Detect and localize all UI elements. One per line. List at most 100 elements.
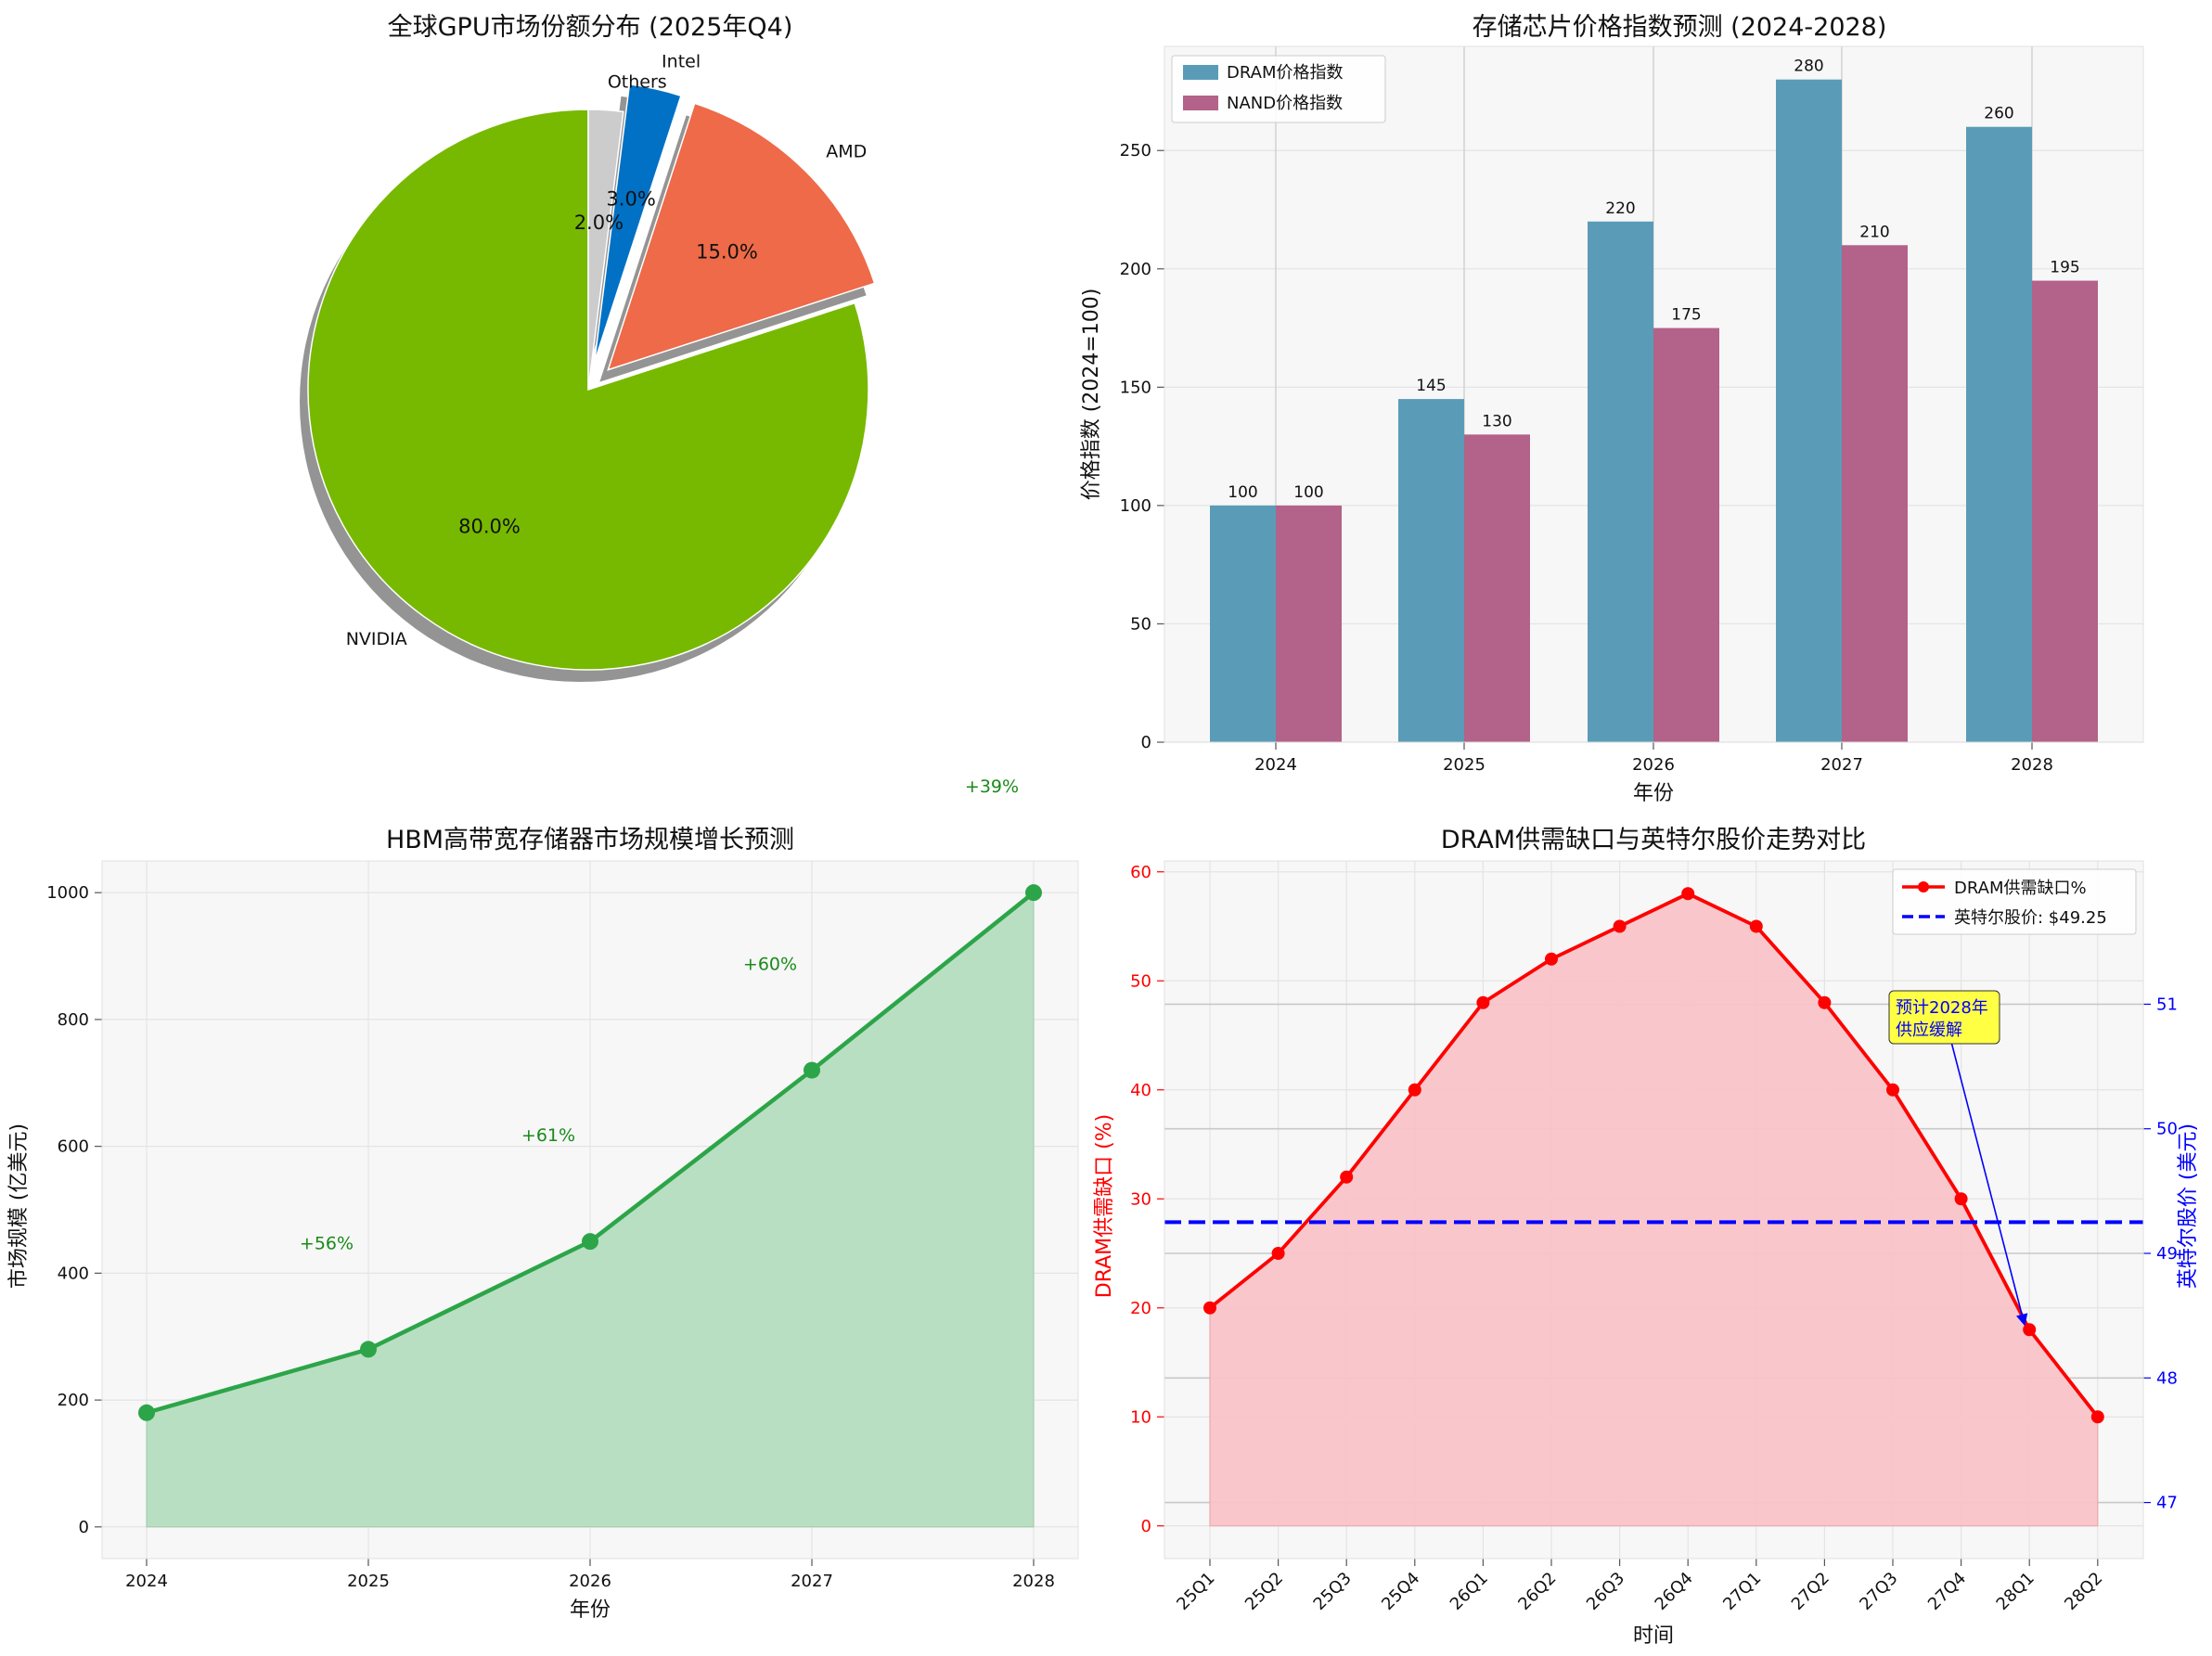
legend-label-shortage: DRAM供需缺口% xyxy=(1954,879,2087,898)
bar-y-axis-label: 价格指数 (2024=100) xyxy=(1080,289,1103,501)
intel-y-tick-label: 50 xyxy=(2156,1120,2178,1139)
bar-x-tick-label: 2026 xyxy=(1632,755,1675,775)
dram-point-26Q1 xyxy=(1476,995,1490,1009)
bar-chart-title: 存储芯片价格指数预测 (2024-2028) xyxy=(1473,13,1887,42)
dram-point-26Q2 xyxy=(1545,952,1558,966)
pie-label-amd: AMD xyxy=(826,142,867,162)
hbm-y-tick-label: 0 xyxy=(79,1518,89,1537)
dram-x-tick-label: 26Q3 xyxy=(1583,1569,1628,1614)
dram-x-tick-label: 25Q2 xyxy=(1241,1569,1287,1614)
dram-point-25Q2 xyxy=(1271,1247,1285,1260)
hbm-y-tick-label: 1000 xyxy=(46,883,89,903)
dram-marks xyxy=(1164,887,2143,1527)
pie-pct-others: 2.0% xyxy=(574,212,624,234)
dram-x-axis-label: 时间 xyxy=(1633,1624,1674,1648)
dram-point-28Q2 xyxy=(2090,1410,2104,1424)
storage-price-bar-chart: 存储芯片价格指数预测 (2024-2028) 10014522028026010… xyxy=(1080,13,2144,805)
hbm-point-2024 xyxy=(138,1404,155,1421)
dram-y-tick-label: 50 xyxy=(1130,971,1151,991)
bar-x-tick-label: 2027 xyxy=(1820,755,1863,775)
bar-value-label: 100 xyxy=(1293,483,1323,502)
dram-y-tick-label: 30 xyxy=(1130,1189,1151,1209)
bar-marks: 100 145 220 280 260 100 130 175 210 195 xyxy=(1210,58,2098,743)
bar-dram-2028 xyxy=(1966,126,2032,743)
hbm-x-tick-label: 2027 xyxy=(791,1572,833,1591)
bar-dram-2024 xyxy=(1210,505,1276,742)
bar-value-label: 145 xyxy=(1416,377,1446,395)
dram-point-25Q3 xyxy=(1340,1170,1354,1184)
hbm-growth-label: +60% xyxy=(743,955,797,975)
hbm-point-2027 xyxy=(804,1061,820,1079)
bar-legend-box xyxy=(1171,55,1386,123)
bar-y-tick-label: 200 xyxy=(1120,260,1151,279)
gpu-share-pie-chart: 全球GPU市场份额分布 (2025年Q4) NVIDIA 80.0% AMD 15.0… xyxy=(300,13,876,683)
dram-x-tick-label: 27Q1 xyxy=(1719,1569,1765,1614)
pie-pct-nvidia: 80.0% xyxy=(458,516,521,538)
bar-x-axis-label: 年份 xyxy=(1633,782,1674,805)
bar-y-tick-label: 100 xyxy=(1120,496,1151,516)
bar-dram-2027 xyxy=(1776,79,1842,742)
hbm-growth-label: +61% xyxy=(521,1125,575,1146)
hbm-x-tick-label: 2025 xyxy=(347,1572,390,1591)
dram-x-tick-label: 28Q2 xyxy=(2061,1569,2106,1614)
dram-x-tick-label: 25Q3 xyxy=(1310,1569,1356,1614)
dram-x-tick-label: 28Q1 xyxy=(1993,1569,2038,1614)
hbm-y-tick-label: 200 xyxy=(58,1391,89,1410)
hbm-marks: +56% +61% +60% +39% xyxy=(138,777,1042,1528)
dram-point-25Q4 xyxy=(1408,1083,1421,1097)
pie-slice-amd xyxy=(607,102,876,371)
bar-axes: 0 50 100 150 200 250 2024 2025 2026 2027 2028 xyxy=(1120,45,2144,775)
hbm-y-tick-label: 400 xyxy=(58,1264,89,1283)
hbm-x-tick-label: 2024 xyxy=(125,1572,168,1591)
annotation-arrow xyxy=(1950,1041,2028,1327)
legend-swatch-dram xyxy=(1183,65,1218,80)
dram-legend-box xyxy=(1892,868,2137,935)
dram-plot-frame xyxy=(1164,860,2144,1560)
bar-nand-2025 xyxy=(1464,434,1530,742)
hbm-axes: 0 200 400 600 800 1000 2024 2025 2026 2027 2028 xyxy=(46,860,1079,1591)
dram-point-27Q1 xyxy=(1749,919,1763,933)
bar-value-label: 195 xyxy=(2050,259,2079,277)
dram-point-26Q4 xyxy=(1681,887,1695,901)
dram-x-tick-label: 27Q2 xyxy=(1788,1569,1833,1614)
bar-y-tick-label: 0 xyxy=(1141,733,1151,752)
bar-value-label: 210 xyxy=(1859,223,1889,241)
bar-nand-2026 xyxy=(1653,327,1719,742)
dram-x-tick-label: 25Q4 xyxy=(1378,1569,1423,1614)
dram-x-tick-label: 26Q2 xyxy=(1514,1569,1560,1614)
dram-shortage-line-chart: DRAM供需缺口与英特尔股价走势对比 0 10 20 30 40 50 60 25Q1 25Q2… xyxy=(1093,826,2200,1648)
dram-y-axis-label: DRAM供需缺口 (%) xyxy=(1093,1114,1116,1298)
hbm-point-2025 xyxy=(360,1341,377,1358)
bar-x-tick-label: 2024 xyxy=(1254,755,1297,775)
annotation-text-line2: 供应缓解 xyxy=(1896,1021,1962,1040)
dram-x-tick-label: 25Q1 xyxy=(1173,1569,1218,1614)
dram-y-tick-label: 10 xyxy=(1130,1407,1151,1427)
dram-chart-title: DRAM供需缺口与英特尔股价走势对比 xyxy=(1441,826,1866,854)
intel-y-tick-label: 48 xyxy=(2156,1368,2178,1388)
hbm-point-2026 xyxy=(582,1233,598,1251)
hbm-growth-label: +39% xyxy=(965,777,1019,797)
dram-x-tick-label: 26Q4 xyxy=(1652,1569,1697,1614)
bar-y-tick-label: 250 xyxy=(1120,141,1151,160)
bar-nand-2024 xyxy=(1276,505,1342,742)
dram-point-27Q3 xyxy=(1886,1083,1899,1097)
bar-value-label: 175 xyxy=(1671,306,1701,325)
dram-point-27Q2 xyxy=(1818,995,1832,1009)
pie-label-intel: Intel xyxy=(662,51,701,71)
intel-y-tick-label: 51 xyxy=(2156,995,2178,1014)
bar-value-label: 130 xyxy=(1482,412,1511,430)
bar-dram-2026 xyxy=(1588,221,1653,742)
bar-x-tick-label: 2028 xyxy=(2011,755,2053,775)
hbm-x-tick-label: 2026 xyxy=(569,1572,611,1591)
dram-x-tick-label: 27Q4 xyxy=(1924,1569,1970,1614)
hbm-point-2028 xyxy=(1025,884,1042,902)
bar-value-label: 220 xyxy=(1605,199,1635,218)
dram-point-25Q1 xyxy=(1203,1301,1216,1315)
intel-y-tick-label: 49 xyxy=(2156,1244,2178,1264)
bar-nand-2027 xyxy=(1842,245,1908,742)
dram-x-tick-label: 27Q3 xyxy=(1856,1569,1901,1614)
pie-label-nvidia: NVIDIA xyxy=(346,629,407,649)
bar-dram-2025 xyxy=(1398,399,1464,742)
bar-x-tick-label: 2025 xyxy=(1443,755,1485,775)
dram-point-26Q3 xyxy=(1613,919,1627,933)
